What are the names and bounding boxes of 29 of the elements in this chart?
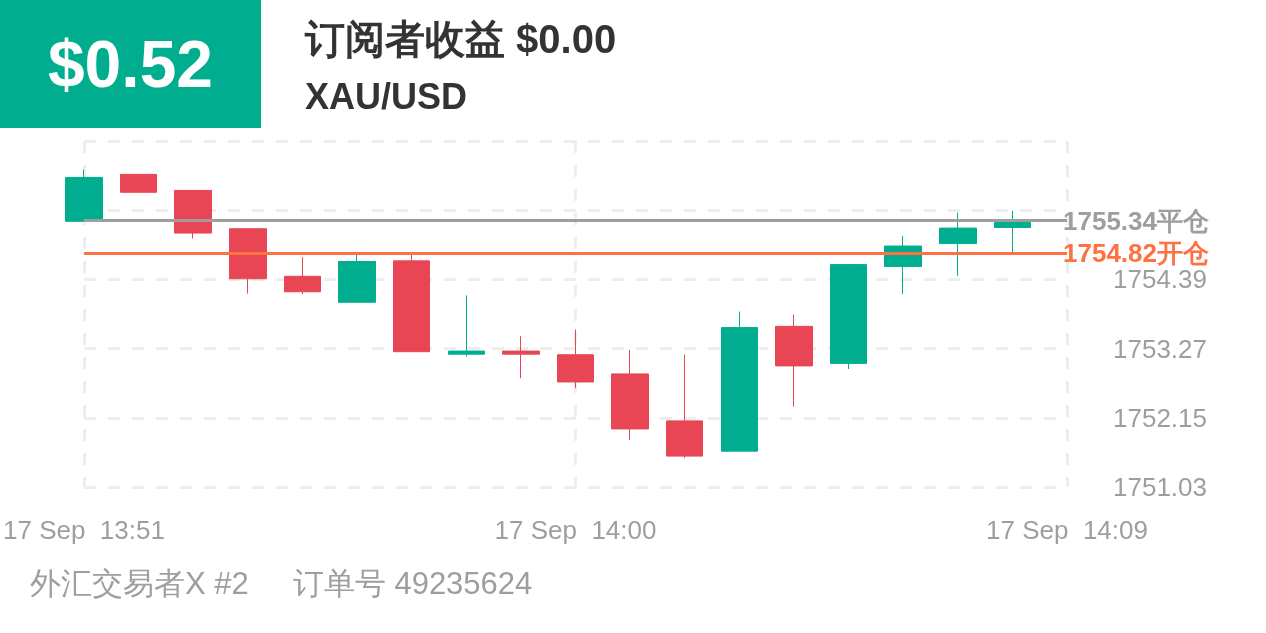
chart-title: 订阅者收益 $0.00 [305, 16, 617, 63]
candlestick [393, 252, 430, 353]
candlestick [229, 228, 267, 295]
candlestick [830, 263, 867, 370]
x-tick-label: 17 Sep 14:00 [494, 515, 657, 545]
chart-subtitle: XAU/USD [305, 76, 468, 118]
text: $0.52 [0, 0, 261, 128]
ref-line-label: 1755.34平仓 [1063, 205, 1209, 236]
y-tick-label: 1752.15 [1113, 402, 1207, 433]
candlestick [448, 294, 485, 358]
candlestick [775, 314, 813, 408]
candlestick [284, 256, 321, 295]
text: 订单号 49235624 [292, 565, 533, 603]
candlestick [666, 354, 703, 459]
text: 外汇交易者X #2 [30, 565, 249, 603]
candlestick [939, 212, 977, 277]
x-tick-label: 17 Sep 13:51 [3, 515, 165, 545]
candlestick [174, 189, 212, 240]
candlestick [611, 349, 649, 441]
y-tick-label: 1751.03 [1113, 472, 1207, 502]
candlestick [120, 173, 157, 193]
y-tick-label: 1753.27 [1113, 333, 1207, 364]
candlestick [502, 335, 540, 379]
candlestick [721, 311, 758, 452]
candlestick [557, 328, 594, 389]
candlestick [338, 254, 376, 303]
x-tick-label: 17 Sep 14:09 [986, 515, 1148, 545]
candlestick [65, 168, 103, 222]
ref-line-label: 1754.82开仓 [1063, 237, 1209, 268]
